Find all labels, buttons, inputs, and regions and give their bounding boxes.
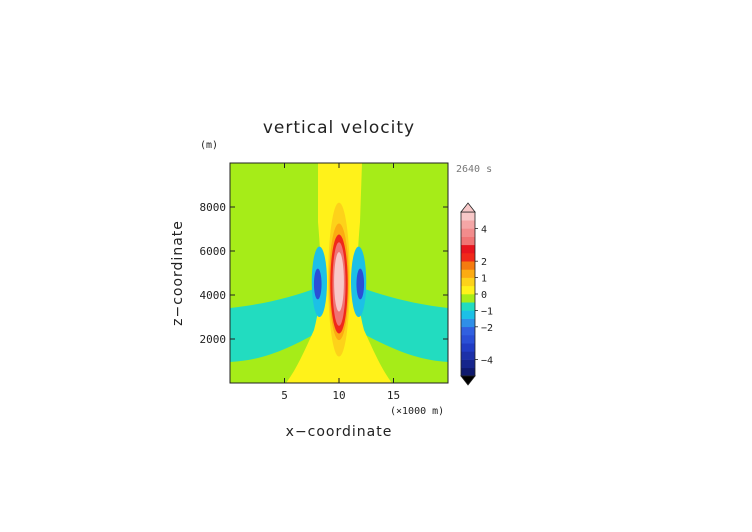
y-tick-label: 2000 — [200, 333, 227, 346]
colorbar-label: 1 — [481, 274, 487, 285]
colorbar-label: −4 — [481, 356, 493, 367]
x-tick-label: 15 — [387, 389, 400, 402]
updraft-core — [334, 252, 344, 312]
colorbar-swatch — [461, 326, 475, 336]
colorbar-swatch — [461, 261, 475, 270]
colorbar-label: 4 — [481, 224, 487, 235]
downdraft-left — [313, 268, 322, 300]
colorbar-swatch — [461, 367, 475, 377]
colorbar-swatch — [461, 351, 475, 360]
colorbar-swatch — [461, 318, 475, 328]
colorbar-label: 2 — [481, 257, 487, 268]
chart-title: vertical velocity — [263, 118, 415, 138]
y-tick-label: 8000 — [200, 201, 227, 214]
colorbar-label: −2 — [481, 323, 493, 334]
colorbar-swatch — [461, 335, 475, 344]
x-axis: 5 10 15 — [281, 163, 400, 402]
colorbar-swatch — [461, 285, 475, 295]
y-axis-title: z−coordinate — [170, 220, 186, 326]
colorbar-swatch — [461, 220, 475, 229]
colorbar-swatch — [461, 277, 475, 287]
colorbar-under-arrow — [460, 375, 476, 386]
colorbar-swatch — [461, 212, 475, 221]
y-tick-label: 4000 — [200, 289, 227, 302]
x-unit-label: (×1000 m) — [390, 406, 444, 417]
plot-area — [229, 162, 449, 384]
colorbar-over-arrow — [460, 202, 476, 213]
downdraft-right — [356, 268, 365, 300]
colorbar-swatch — [461, 228, 475, 237]
y-axis: 2000 4000 6000 8000 — [200, 201, 448, 346]
colorbar-swatch — [461, 269, 475, 278]
colorbar-swatch — [461, 294, 475, 303]
contour-regions — [230, 163, 448, 383]
colorbar-swatch — [461, 236, 475, 246]
colorbar-swatch — [461, 359, 475, 369]
y-unit-label: (m) — [200, 140, 218, 151]
colorbar-label: 0 — [481, 290, 487, 301]
colorbar-swatch — [461, 244, 475, 254]
time-label: 2640 s — [456, 164, 492, 175]
y-tick-label: 6000 — [200, 245, 227, 258]
colorbar: 4 2 1 0 −1 −2 −4 — [460, 202, 493, 386]
x-tick-label: 5 — [281, 389, 288, 402]
colorbar-label: −1 — [481, 306, 493, 317]
colorbar-swatch — [461, 302, 475, 311]
colorbar-swatch — [461, 310, 475, 319]
x-tick-label: 10 — [332, 389, 345, 402]
colorbar-swatch — [461, 343, 475, 352]
colorbar-swatch — [461, 253, 475, 262]
x-axis-title: x−coordinate — [286, 424, 393, 440]
